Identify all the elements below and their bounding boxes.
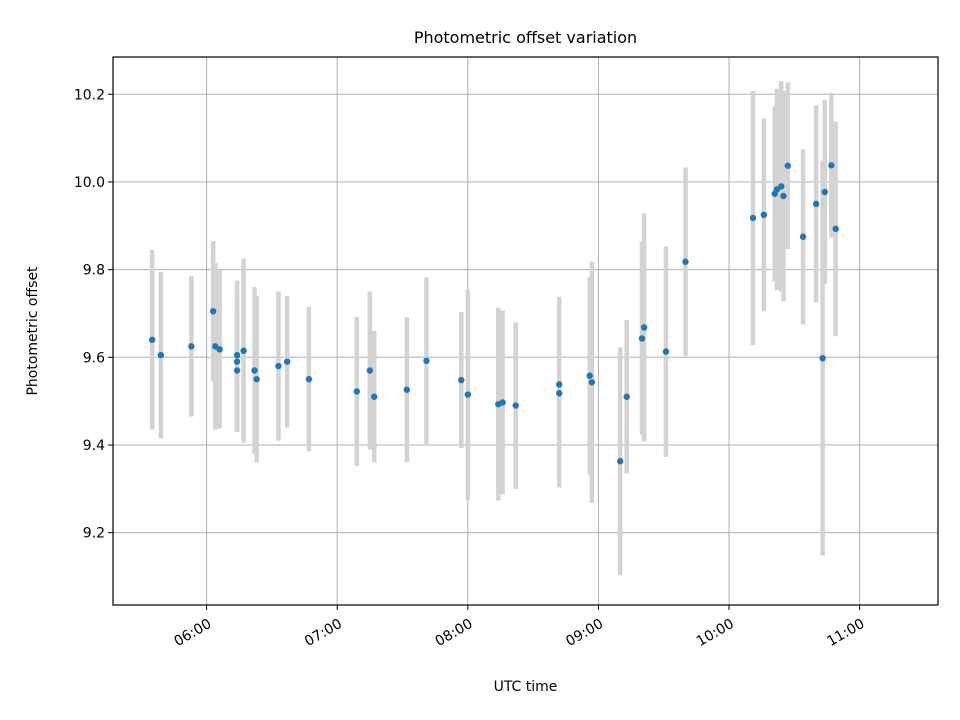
data-point: [586, 372, 593, 379]
data-point: [749, 214, 757, 222]
data-point: [233, 358, 241, 365]
data-point: [812, 200, 820, 208]
data-point: [556, 390, 563, 397]
data-point: [832, 225, 839, 233]
data-point: [616, 458, 624, 465]
y-tick-label: 9.6: [83, 350, 105, 366]
data-point: [366, 367, 374, 374]
data-point: [240, 347, 247, 354]
y-tick-label: 9.4: [83, 438, 105, 454]
data-point: [305, 376, 313, 383]
data-point: [778, 183, 785, 190]
data-point: [828, 162, 835, 169]
data-point: [216, 346, 223, 353]
data-point: [512, 402, 519, 409]
data-points: [148, 162, 839, 465]
data-point: [638, 335, 646, 342]
data-point: [760, 211, 768, 219]
y-tick-label: 9.8: [83, 263, 105, 279]
data-point: [403, 386, 411, 393]
data-point: [821, 188, 829, 196]
data-point: [556, 381, 563, 388]
data-point: [283, 358, 291, 365]
data-point: [819, 354, 826, 362]
data-point: [188, 343, 195, 350]
x-axis-label: UTC time: [494, 679, 558, 695]
data-point: [275, 362, 282, 370]
chart-title: Photometric offset variation: [414, 28, 637, 47]
data-point: [464, 391, 472, 398]
data-point: [371, 393, 378, 400]
data-point: [251, 367, 258, 374]
data-point: [799, 233, 807, 240]
data-point: [253, 376, 260, 383]
data-point: [640, 324, 648, 331]
y-axis-ticks: 9.2 9.4 9.6 9.8 10.0 10.2: [74, 87, 113, 542]
data-point: [423, 357, 430, 365]
data-point: [353, 388, 360, 395]
data-point: [623, 393, 630, 400]
data-point: [458, 376, 465, 384]
y-tick-label: 10.2: [74, 87, 105, 103]
data-point: [233, 367, 241, 374]
data-point: [233, 351, 241, 359]
data-point: [148, 336, 156, 343]
axes-frame: [112, 56, 939, 606]
y-axis-label: Photometric offset: [25, 266, 41, 396]
y-tick-label: 9.2: [83, 526, 105, 542]
data-point: [209, 308, 217, 315]
data-point: [588, 379, 596, 386]
data-point: [662, 348, 670, 355]
data-point: [499, 399, 506, 406]
data-point: [780, 192, 787, 200]
data-point: [784, 162, 792, 169]
data-point: [682, 258, 689, 265]
y-tick-label: 10.0: [74, 175, 105, 191]
data-point: [157, 351, 165, 359]
